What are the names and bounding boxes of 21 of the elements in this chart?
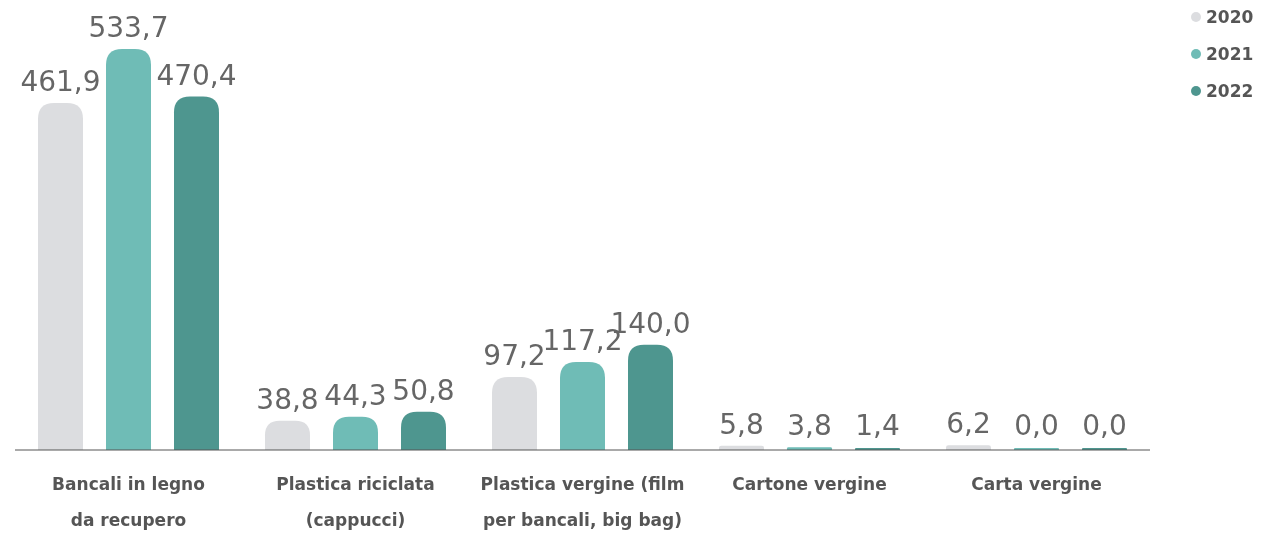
x-tick-label: Plastica riciclata (cappucci) (276, 474, 435, 530)
data-label: 470,4 (156, 58, 237, 92)
legend-label: 2022 (1206, 81, 1254, 101)
x-tick-label: Cartone vergine (732, 474, 887, 494)
legend-label: 2021 (1206, 44, 1254, 64)
data-label: 533,7 (88, 11, 169, 44)
data-label: 3,8 (787, 409, 832, 442)
data-label: 1,4 (855, 409, 900, 442)
data-label: 6,2 (946, 407, 991, 441)
data-label: 44,3 (324, 378, 387, 412)
data-label: 0,0 (1014, 409, 1059, 442)
legend-label: 2020 (1206, 7, 1254, 27)
x-tick-label: Bancali in legno da recupero (52, 474, 205, 530)
data-label: 50,8 (392, 373, 455, 407)
data-label: 461,9 (20, 64, 101, 98)
x-tick-label: Carta vergine (971, 474, 1102, 494)
data-label: 97,2 (483, 338, 546, 372)
data-label: 5,8 (719, 407, 764, 441)
data-label: 38,8 (256, 382, 319, 416)
x-tick-label: Plastica vergine (film per bancali, big bag) (480, 474, 685, 530)
data-label: 0,0 (1082, 409, 1127, 442)
